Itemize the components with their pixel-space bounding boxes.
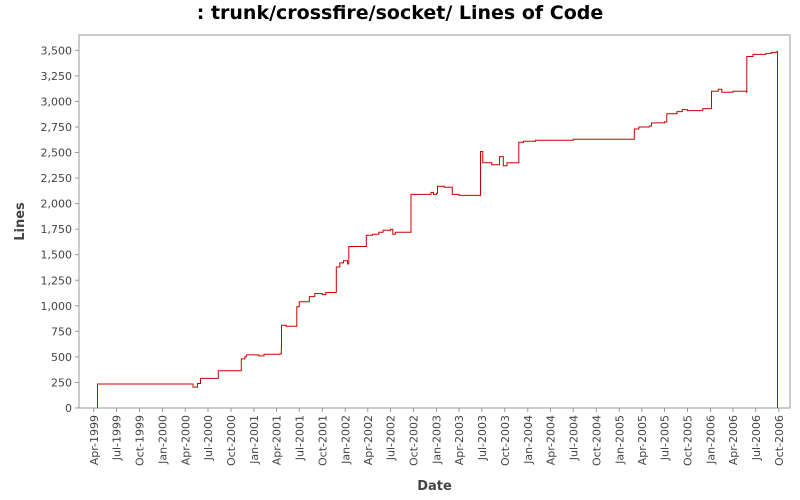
x-tick-label: Jul-2004: [567, 415, 580, 461]
y-tick-label: 750: [51, 325, 72, 338]
x-tick-label: Oct-2004: [590, 415, 603, 466]
y-tick-label: 2,750: [41, 121, 73, 134]
x-tick-label: Jul-2000: [202, 415, 215, 461]
x-tick-label: Jan-2004: [522, 415, 535, 465]
x-tick-label: Apr-2005: [636, 415, 649, 465]
x-axis-label: Date: [417, 479, 452, 494]
x-tick-label: Jul-2005: [659, 415, 672, 461]
x-tick-label: Apr-2004: [545, 415, 558, 465]
x-tick-label: Jul-2001: [293, 415, 306, 461]
x-tick-label: Apr-2001: [271, 415, 284, 465]
y-tick-label: 1,000: [41, 300, 73, 313]
x-tick-label: Apr-2006: [727, 415, 740, 465]
y-tick-label: 1,500: [41, 249, 73, 262]
x-tick-label: Apr-2000: [179, 415, 192, 465]
chart-title: : trunk/crossfire/socket/ Lines of Code: [196, 2, 604, 24]
y-axis-label: Lines: [13, 202, 28, 241]
y-tick-label: 2,000: [41, 198, 73, 211]
x-tick-label: Jul-2006: [750, 415, 763, 461]
x-tick-label: Apr-2002: [362, 415, 375, 465]
series-line: [97, 50, 778, 409]
y-tick-label: 2,500: [41, 147, 73, 160]
x-tick-label: Jan-2003: [431, 415, 444, 465]
x-tick-label: Oct-1999: [134, 415, 147, 466]
y-tick-label: 500: [51, 351, 72, 364]
x-tick-label: Jul-2002: [385, 415, 398, 461]
x-tick-label: Jan-2001: [248, 415, 261, 465]
x-tick-label: Oct-2006: [773, 415, 786, 466]
y-tick-label: 3,000: [41, 95, 73, 108]
x-tick-label: Oct-2001: [316, 415, 329, 466]
y-tick-label: 250: [51, 376, 72, 389]
x-tick-label: Oct-2005: [682, 415, 695, 466]
y-tick-label: 3,500: [41, 44, 73, 57]
x-tick-label: Oct-2000: [225, 415, 238, 466]
x-tick-label: Jan-2002: [339, 415, 352, 465]
x-tick-label: Apr-1999: [88, 415, 101, 465]
y-tick-label: 1,250: [41, 274, 73, 287]
x-tick-label: Jan-2005: [613, 415, 626, 465]
x-tick-label: Jul-2003: [476, 415, 489, 461]
x-tick-label: Oct-2002: [408, 415, 421, 466]
y-tick-label: 2,250: [41, 172, 73, 185]
y-tick-label: 3,250: [41, 70, 73, 83]
x-tick-label: Jan-2006: [705, 415, 718, 465]
x-tick-label: Apr-2003: [453, 415, 466, 465]
plot-area: [78, 34, 791, 409]
x-tick-label: Jul-1999: [111, 415, 124, 461]
y-tick-label: 1,750: [41, 223, 73, 236]
y-tick-label: 0: [65, 402, 72, 415]
x-tick-label: Oct-2003: [499, 415, 512, 466]
x-tick-label: Jan-2000: [157, 415, 170, 465]
